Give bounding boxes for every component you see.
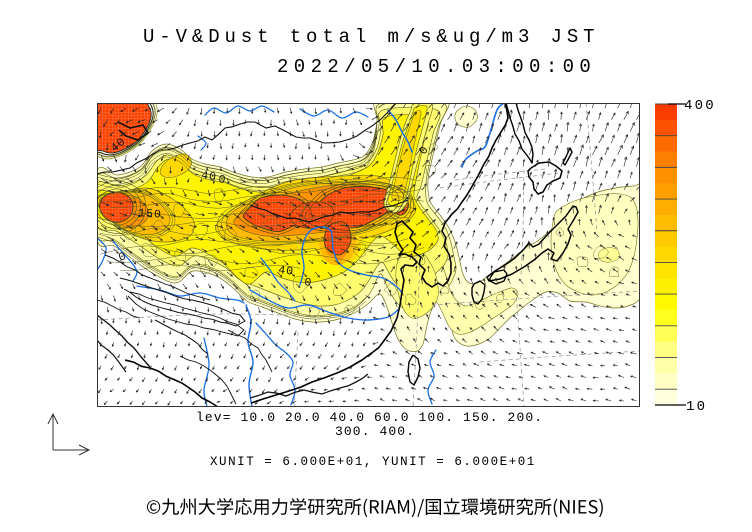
svg-text:10: 10 [686,399,707,415]
svg-text:0: 0 [117,250,129,265]
svg-text:400: 400 [684,98,716,114]
svg-text:300. 400.: 300. 400. [335,424,415,439]
svg-text:U-V&Dust total m/s&ug/m3 JST: U-V&Dust total m/s&ug/m3 JST [143,26,599,48]
svg-text:40: 40 [278,264,295,279]
svg-text:150: 150 [138,207,163,222]
svg-text:0: 0 [217,173,227,187]
svg-text:2022/05/10.03:00:00: 2022/05/10.03:00:00 [277,56,596,78]
svg-text:XUNIT = 6.000E+01, YUNIT = 6.0: XUNIT = 6.000E+01, YUNIT = 6.000E+01 [210,455,536,469]
svg-text:0: 0 [303,276,313,290]
svg-text:lev= 10.0 20.0 40.0 60.0 100.: lev= 10.0 20.0 40.0 60.0 100. 150. 200. [196,410,543,425]
svg-text:-40: -40 [192,168,217,184]
